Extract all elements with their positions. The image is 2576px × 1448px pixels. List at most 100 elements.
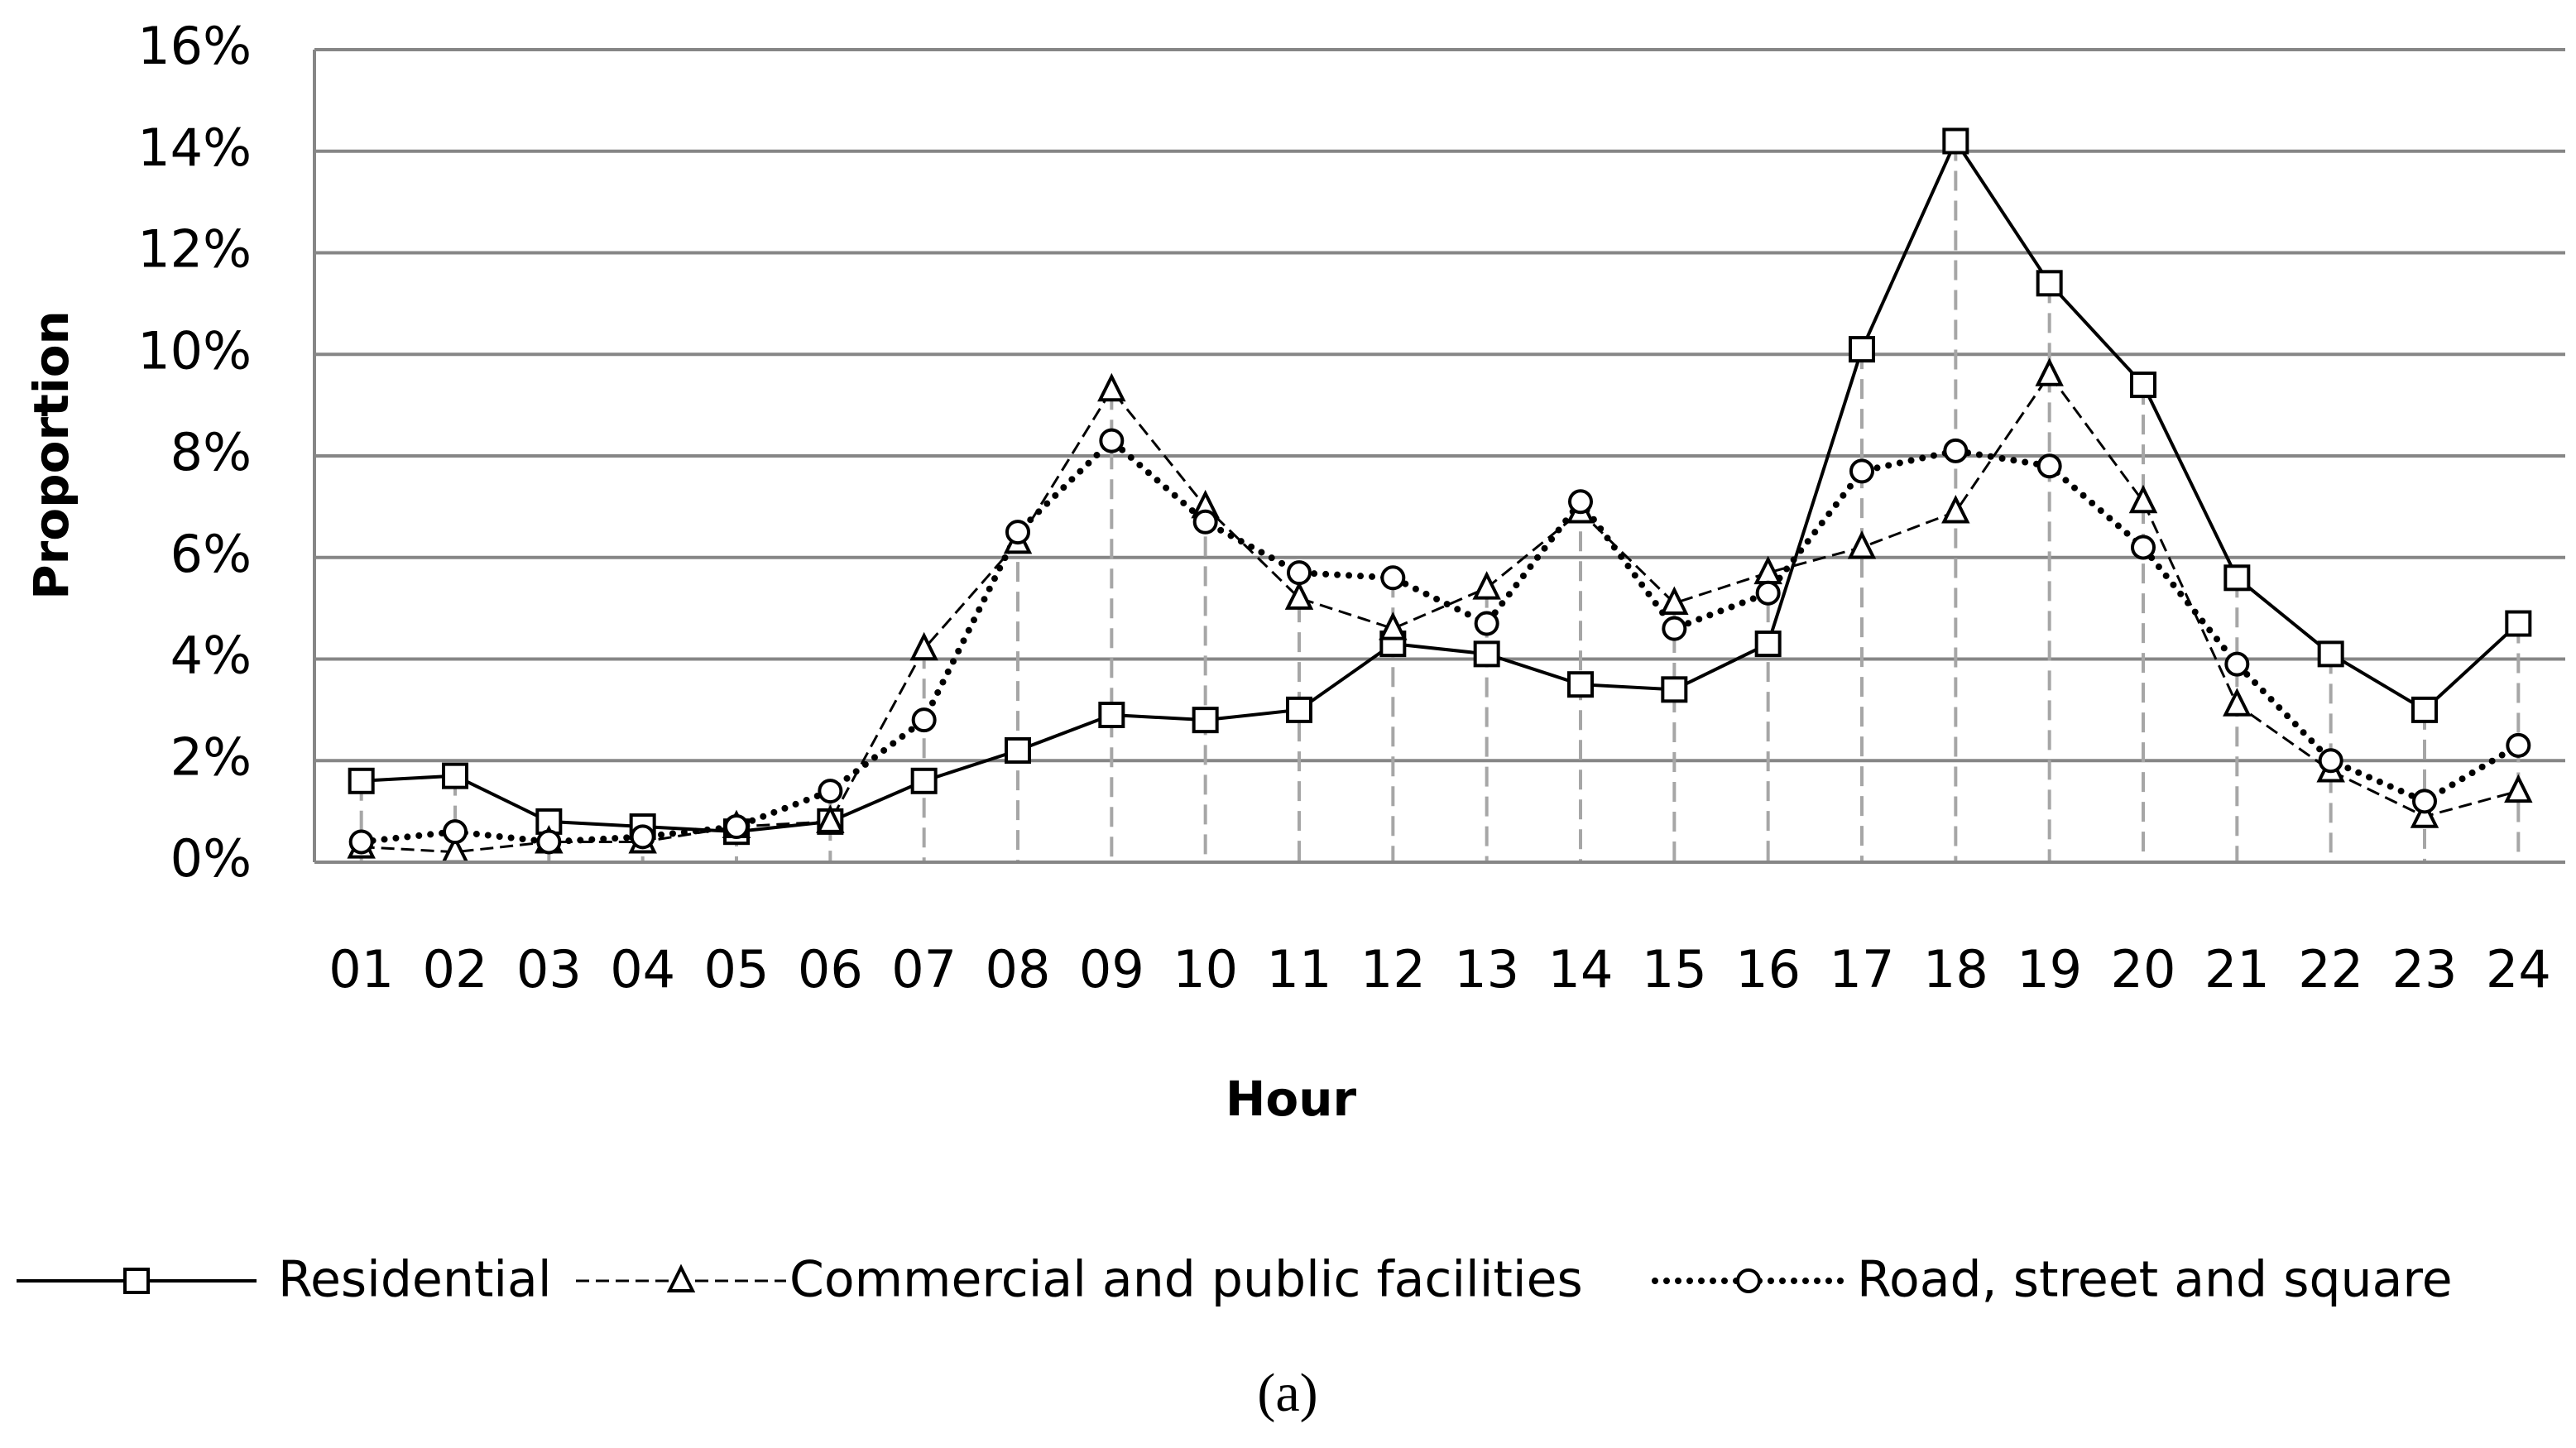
- x-tick-label: 21: [2204, 939, 2270, 1000]
- marker-circle: [2506, 732, 2531, 758]
- marker-triangle: [2035, 357, 2064, 386]
- y-tick-label: 0%: [170, 828, 252, 889]
- marker-triangle: [1379, 611, 1408, 640]
- marker-triangle: [816, 804, 845, 833]
- y-tick-label: 8%: [170, 422, 252, 482]
- marker-square: [2505, 610, 2532, 637]
- y-tick-label: 16%: [137, 16, 252, 76]
- marker-triangle: [1847, 530, 1877, 559]
- marker-square: [123, 1268, 150, 1294]
- x-tick-label: 16: [1735, 939, 1801, 1000]
- legend-label: Road, street and square: [1857, 1251, 2453, 1309]
- marker-triangle: [909, 631, 938, 661]
- marker-triangle: [1660, 586, 1689, 615]
- x-tick-label: 02: [423, 939, 488, 1000]
- marker-square: [1661, 676, 1688, 703]
- x-tick-label: 14: [1548, 939, 1614, 1000]
- x-tick-label: 17: [1830, 939, 1895, 1000]
- x-tick-label: 20: [2111, 939, 2176, 1000]
- marker-square: [1473, 640, 1500, 668]
- x-tick-label: 11: [1267, 939, 1332, 1000]
- marker-square: [348, 767, 375, 794]
- marker-triangle: [1941, 495, 1970, 524]
- marker-square: [2317, 640, 2344, 668]
- marker-square: [2036, 270, 2063, 297]
- marker-circle: [1849, 458, 1874, 484]
- series-line: [357, 436, 2522, 846]
- x-tick-label: 24: [2486, 939, 2551, 1000]
- marker-square: [2411, 696, 2438, 723]
- y-tick-label: 10%: [137, 320, 252, 381]
- marker-circle: [724, 814, 749, 840]
- marker-triangle: [2410, 799, 2439, 828]
- x-tick-label: 18: [1923, 939, 1988, 1000]
- x-tick-label: 03: [516, 939, 582, 1000]
- legend-label: Commercial and public facilities: [789, 1251, 1583, 1309]
- x-tick-label: 19: [2017, 939, 2082, 1000]
- x-tick-label: 10: [1173, 939, 1238, 1000]
- y-tick-label: 12%: [137, 219, 252, 280]
- marker-triangle: [1097, 372, 1126, 402]
- x-tick-label: 12: [1360, 939, 1426, 1000]
- y-tick-label: 4%: [170, 626, 252, 686]
- legend-label: Residential: [278, 1251, 552, 1309]
- marker-triangle: [666, 1263, 696, 1292]
- marker-square: [1192, 707, 1219, 734]
- x-tick-label: 04: [610, 939, 675, 1000]
- x-tick-label: 09: [1079, 939, 1144, 1000]
- y-tick-label: 2%: [170, 726, 252, 787]
- x-tick-label: 15: [1642, 939, 1707, 1000]
- x-tick-label: 23: [2392, 939, 2458, 1000]
- marker-triangle: [2128, 484, 2158, 514]
- marker-triangle: [1284, 581, 1314, 610]
- y-tick-label: 14%: [137, 117, 252, 178]
- marker-triangle: [2223, 688, 2252, 717]
- marker-square: [1286, 696, 1312, 723]
- x-tick-label: 01: [329, 939, 394, 1000]
- marker-square: [1849, 336, 1875, 363]
- marker-circle: [536, 829, 562, 855]
- marker-circle: [2131, 535, 2156, 560]
- y-axis-title: Proportion: [23, 310, 79, 600]
- marker-square: [442, 762, 468, 789]
- marker-circle: [2318, 748, 2343, 774]
- y-tick-label: 6%: [170, 524, 252, 584]
- x-tick-label: 06: [798, 939, 863, 1000]
- marker-circle: [1287, 560, 1312, 586]
- marker-circle: [1568, 489, 1593, 515]
- marker-circle: [818, 779, 843, 804]
- x-tick-label: 05: [704, 939, 770, 1000]
- marker-square: [2130, 372, 2156, 399]
- marker-square: [1098, 702, 1125, 729]
- marker-circle: [1736, 1268, 1761, 1293]
- marker-square: [1754, 631, 1782, 658]
- marker-circle: [2412, 789, 2437, 814]
- marker-square: [2223, 564, 2251, 592]
- marker-circle: [1474, 611, 1499, 636]
- x-tick-label: 08: [986, 939, 1051, 1000]
- marker-circle: [2036, 453, 2062, 479]
- marker-square: [1942, 127, 1969, 155]
- caption: (a): [1257, 1363, 1317, 1423]
- marker-circle: [443, 819, 468, 845]
- marker-triangle: [2504, 774, 2533, 803]
- marker-circle: [1662, 616, 1687, 641]
- marker-circle: [1192, 509, 1218, 535]
- series-line: [361, 137, 2520, 834]
- marker-circle: [1943, 438, 1969, 463]
- x-tick-label: 07: [891, 939, 957, 1000]
- marker-circle: [630, 824, 655, 850]
- x-axis-title: Hour: [1226, 1071, 1357, 1127]
- marker-square: [910, 767, 938, 794]
- x-tick-label: 22: [2298, 939, 2363, 1000]
- x-tick-label: 13: [1454, 939, 1519, 1000]
- marker-square: [1005, 736, 1031, 764]
- marker-circle: [911, 707, 937, 733]
- marker-square: [1567, 671, 1594, 698]
- marker-circle: [2224, 651, 2250, 677]
- marker-circle: [348, 829, 374, 855]
- marker-circle: [1005, 520, 1030, 545]
- marker-circle: [1380, 565, 1406, 591]
- marker-circle: [1099, 428, 1125, 453]
